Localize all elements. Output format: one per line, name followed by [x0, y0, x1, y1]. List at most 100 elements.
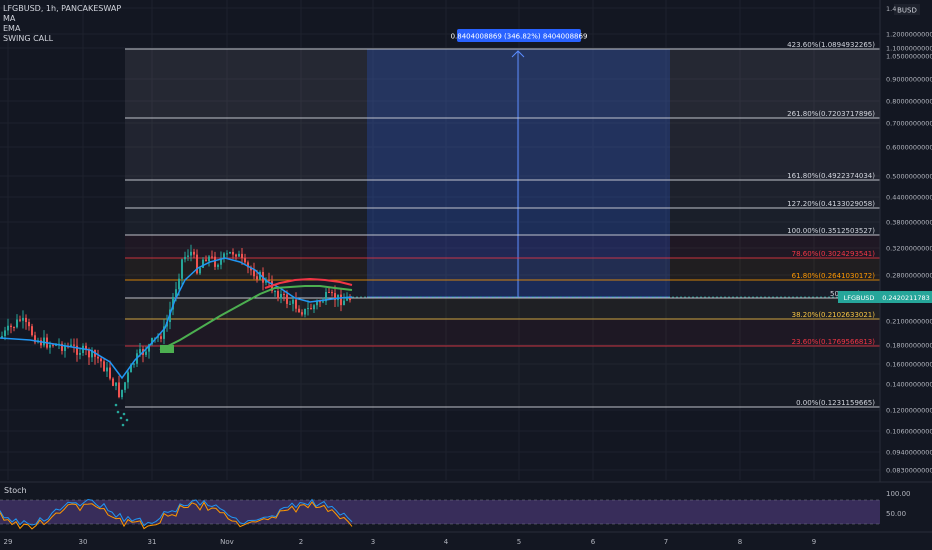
candle [226, 250, 228, 258]
swing-dot-5 [121, 423, 125, 427]
candle-body [10, 325, 12, 328]
candle-body [220, 258, 222, 265]
candle-body [340, 294, 342, 306]
candle [7, 318, 9, 336]
candle-body [22, 317, 24, 321]
candle [223, 252, 225, 263]
ma-red-line [264, 277, 353, 289]
candle-body [97, 356, 99, 359]
candle-body [115, 382, 117, 386]
fib-retracement[interactable]: 423.60%(1.0894932265) 261.80%(0.720371789… [125, 41, 880, 408]
indicator-ma[interactable]: MA [3, 14, 16, 23]
y-label-4: 0.9000000000 [886, 76, 932, 84]
candle-body [193, 251, 195, 255]
candle-body [154, 337, 156, 339]
candle-body [226, 253, 228, 255]
candle-body [232, 251, 234, 255]
candle [205, 255, 207, 262]
swing-dot-3 [125, 418, 129, 422]
price-badge [880, 291, 932, 303]
candle-body [1, 336, 3, 338]
candle-body [322, 301, 324, 303]
fib-label-3: 127.20%(0.4133029058) [787, 200, 875, 208]
candle-body [346, 297, 348, 301]
x-label-1: 30 [79, 538, 88, 546]
candle [253, 262, 255, 280]
indicator-swing-call[interactable]: SWING CALL [3, 34, 54, 43]
candle-body [79, 352, 81, 355]
measure-arrow-head [511, 50, 525, 58]
symbol-title[interactable]: LFGBUSD, 1h, PANCAKESWAP [3, 4, 122, 13]
candle-body [274, 291, 276, 293]
candle [19, 315, 21, 323]
candle [61, 341, 63, 355]
measure-tool[interactable]: 0.8404008869 (346.82%) 8404008869 [367, 29, 670, 298]
candle-body [28, 322, 30, 327]
candle-body [73, 344, 75, 346]
candle [280, 289, 282, 304]
candle [118, 375, 120, 399]
fib-label-1: 261.80%(0.7203717896) [787, 110, 875, 118]
candle [229, 251, 231, 254]
candle-body [208, 256, 210, 262]
candle [289, 300, 291, 305]
candle-body [124, 382, 126, 390]
candle [313, 304, 315, 314]
y-label-0: 1.4 [886, 5, 896, 13]
candle [58, 338, 60, 349]
indicator-ema[interactable]: EMA [3, 24, 21, 33]
candle-body [298, 308, 300, 313]
y-label-8: 0.5000000000 [886, 173, 932, 181]
candle [217, 263, 219, 270]
candle-body [43, 337, 45, 346]
fib-zone-4 [125, 235, 880, 258]
candle-body [118, 382, 120, 398]
candle-body [268, 280, 270, 282]
candle [124, 381, 126, 393]
y-label-18: 0.1060000000 [886, 428, 932, 436]
candle-body [187, 255, 189, 257]
candle [163, 319, 165, 345]
candle-body [61, 343, 63, 351]
candle-body [103, 361, 105, 372]
candle [268, 272, 270, 287]
candle [211, 250, 213, 260]
stoch-title: Stoch [4, 486, 27, 495]
x-label-0: 29 [4, 538, 13, 546]
fib-label-9: 23.60%(0.1769566813) [792, 338, 876, 346]
candle-body [283, 294, 285, 296]
candle [127, 369, 129, 389]
stoch-band [0, 500, 880, 524]
stoch-level-100: 100.00 [886, 490, 911, 498]
candle-body [112, 378, 114, 386]
candle-body [85, 345, 87, 350]
candle [274, 289, 276, 297]
candle [337, 294, 339, 307]
fib-label-6: 61.80%(0.2641030172) [792, 272, 876, 280]
candle-body [211, 256, 213, 258]
y-label-17: 0.1200000000 [886, 407, 932, 415]
fib-zone-7 [125, 298, 880, 319]
candle-body [4, 330, 6, 337]
candle [13, 326, 15, 332]
candle-body [256, 276, 258, 280]
candle [40, 337, 42, 349]
measure-label: 0.8404008869 (346.82%) 8404008869 [451, 33, 588, 41]
candle [304, 308, 306, 318]
candle [109, 360, 111, 381]
candle [193, 248, 195, 259]
candle [232, 248, 234, 259]
candle-body [325, 292, 327, 302]
candle-body [334, 293, 336, 301]
candle [301, 309, 303, 317]
candle-body [16, 319, 18, 328]
measure-badge [457, 29, 581, 42]
candle-body [244, 258, 246, 263]
fib-shading [125, 49, 880, 407]
candle-body [265, 280, 267, 283]
candle [190, 244, 192, 262]
stoch-k-line [0, 498, 353, 527]
time-axis[interactable]: 29 30 31 Nov 2 3 4 5 6 7 8 9 [0, 531, 932, 546]
